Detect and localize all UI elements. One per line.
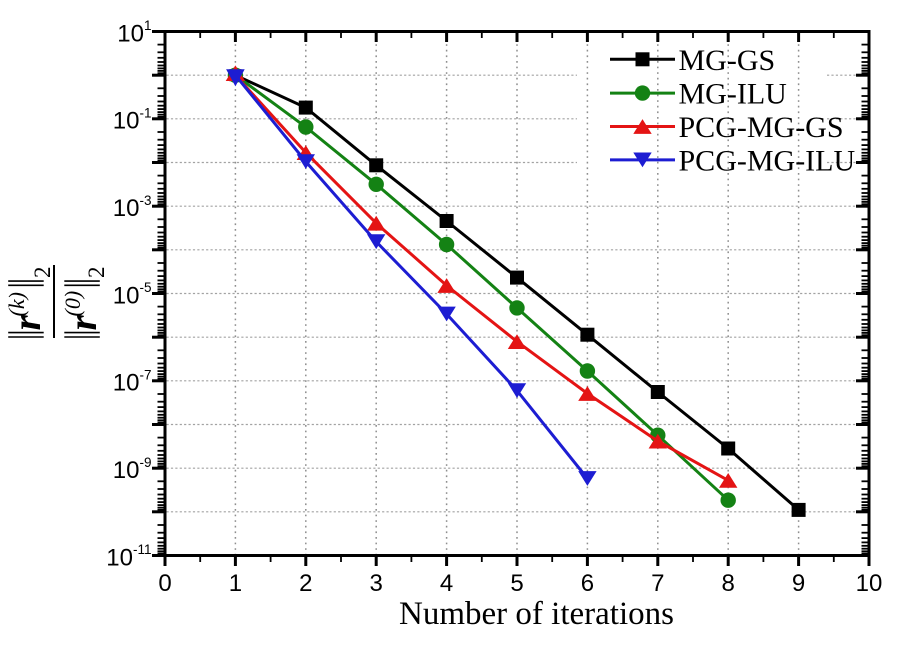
- svg-text:MG-ILU: MG-ILU: [679, 78, 788, 111]
- svg-text:10-11: 10-11: [106, 542, 151, 571]
- svg-text:2: 2: [30, 267, 55, 279]
- svg-text:8: 8: [722, 570, 735, 597]
- svg-text:10: 10: [856, 570, 883, 597]
- svg-text:10-1: 10-1: [113, 105, 152, 134]
- svg-text:Number of iterations: Number of iterations: [399, 596, 674, 632]
- svg-text:6: 6: [581, 570, 594, 597]
- svg-text:9: 9: [792, 570, 805, 597]
- svg-text:PCG-MG-GS: PCG-MG-GS: [679, 111, 844, 144]
- svg-text:3: 3: [370, 570, 383, 597]
- svg-text:r: r: [4, 315, 49, 331]
- svg-text:(0): (0): [60, 291, 85, 317]
- svg-text:2: 2: [84, 267, 109, 279]
- svg-text:PCG-MG-ILU: PCG-MG-ILU: [679, 145, 856, 178]
- svg-text:2: 2: [299, 570, 312, 597]
- svg-text:MG-GS: MG-GS: [679, 44, 776, 77]
- svg-text:(k): (k): [4, 292, 29, 316]
- svg-text:r: r: [60, 315, 105, 331]
- svg-text:1: 1: [229, 570, 242, 597]
- svg-text:7: 7: [651, 570, 664, 597]
- svg-text:5: 5: [510, 570, 523, 597]
- svg-text:0: 0: [158, 570, 171, 597]
- svg-text:4: 4: [440, 570, 453, 597]
